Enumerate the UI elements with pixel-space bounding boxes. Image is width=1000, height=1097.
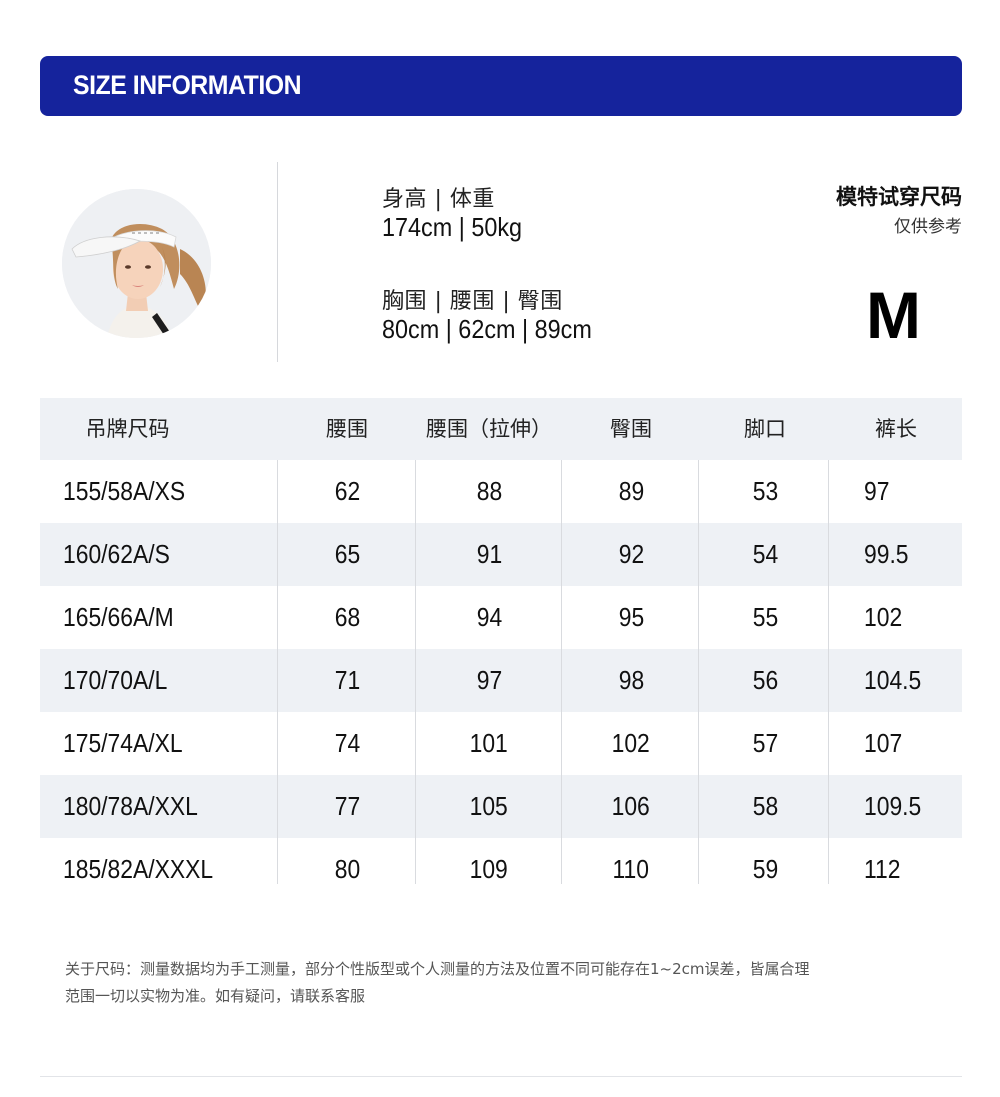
- cell-hip: 98: [618, 665, 644, 695]
- info-divider: [277, 162, 278, 362]
- cell-hip: 106: [611, 791, 651, 821]
- table-header: 吊牌尺码 腰围 腰围（拉伸） 臀围 脚口 裤长: [40, 398, 962, 460]
- cell-size: 175/74A/XL: [63, 728, 183, 758]
- cell-pants-length: 102: [864, 602, 903, 632]
- column-divider: [561, 460, 562, 884]
- cell-leg-opening: 58: [752, 791, 778, 821]
- cell-waist-stretched: 101: [469, 728, 509, 758]
- cell-pants-length: 112: [864, 854, 901, 884]
- table-row: 165/66A/M 68 94 95 55 102: [40, 586, 962, 649]
- height-weight-label: 身高 | 体重: [382, 187, 495, 212]
- cell-pants-length: 107: [864, 728, 903, 758]
- disclaimer-line-1: 关于尺码：测量数据均为手工测量，部分个性版型或个人测量的方法及位置不同可能存在1…: [65, 960, 810, 978]
- footer-divider: [40, 1076, 962, 1077]
- cell-waist-stretched: 105: [469, 791, 509, 821]
- column-divider: [828, 460, 829, 884]
- cell-hip: 102: [611, 728, 651, 758]
- cell-waist-stretched: 94: [476, 602, 502, 632]
- cell-size: 170/70A/L: [63, 665, 168, 695]
- header-hip: 臀围: [610, 417, 652, 441]
- cell-leg-opening: 55: [752, 602, 778, 632]
- cell-size: 165/66A/M: [63, 602, 174, 632]
- table-row: 160/62A/S 65 91 92 54 99.5: [40, 523, 962, 586]
- header-leg-opening: 脚口: [744, 417, 786, 441]
- cell-waist-stretched: 91: [476, 539, 502, 569]
- cell-leg-opening: 53: [752, 476, 778, 506]
- cell-waist: 77: [334, 791, 360, 821]
- cell-waist: 68: [334, 602, 360, 632]
- table-row: 175/74A/XL 74 101 102 57 107: [40, 712, 962, 775]
- column-divider: [415, 460, 416, 884]
- column-divider: [698, 460, 699, 884]
- cell-pants-length: 97: [864, 476, 890, 506]
- table-row: 170/70A/L 71 97 98 56 104.5: [40, 649, 962, 712]
- cell-leg-opening: 56: [752, 665, 778, 695]
- cell-waist: 80: [334, 854, 360, 884]
- height-weight-value: 174cm | 50kg: [382, 212, 523, 242]
- table-row: 185/82A/XXXL 80 109 110 59 112: [40, 838, 962, 901]
- cell-waist: 74: [334, 728, 360, 758]
- model-fit-title: 模特试穿尺码: [836, 185, 962, 209]
- table-row: 155/58A/XS 62 88 89 53 97: [40, 460, 962, 523]
- cell-size: 180/78A/XXL: [63, 791, 198, 821]
- cell-waist: 62: [334, 476, 360, 506]
- cell-waist-stretched: 88: [476, 476, 502, 506]
- header-waist-stretched: 腰围（拉伸）: [426, 417, 552, 441]
- cell-waist: 71: [334, 665, 360, 695]
- header-pants-length: 裤长: [875, 417, 917, 441]
- disclaimer-line-2: 范围一切以实物为准。如有疑问，请联系客服: [65, 987, 366, 1005]
- size-disclaimer: 关于尺码：测量数据均为手工测量，部分个性版型或个人测量的方法及位置不同可能存在1…: [65, 956, 965, 1010]
- cell-size: 160/62A/S: [63, 539, 170, 569]
- header-waist: 腰围: [326, 417, 368, 441]
- cell-pants-length: 99.5: [864, 539, 909, 569]
- model-fit-subtitle: 仅供参考: [894, 217, 962, 237]
- cell-size: 185/82A/XXXL: [63, 854, 214, 884]
- table-row: 180/78A/XXL 77 105 106 58 109.5: [40, 775, 962, 838]
- column-divider: [277, 460, 278, 884]
- cell-size: 155/58A/XS: [63, 476, 186, 506]
- cell-hip: 89: [618, 476, 644, 506]
- header-tag-size: 吊牌尺码: [85, 417, 170, 441]
- measurements-value: 80cm | 62cm | 89cm: [382, 314, 592, 344]
- model-fit-size: M: [866, 278, 921, 352]
- banner-title: SIZE INFORMATION: [73, 70, 302, 100]
- model-portrait-image: [62, 189, 211, 338]
- cell-waist-stretched: 109: [469, 854, 509, 884]
- cell-leg-opening: 57: [752, 728, 778, 758]
- cell-waist-stretched: 97: [476, 665, 502, 695]
- cell-hip: 95: [618, 602, 644, 632]
- cell-waist: 65: [334, 539, 360, 569]
- model-avatar: [62, 189, 211, 338]
- measurements-label: 胸围 | 腰围 | 臀围: [382, 289, 563, 314]
- size-table: 吊牌尺码 腰围 腰围（拉伸） 臀围 脚口 裤长 155/58A/XS 62 88…: [40, 398, 962, 901]
- cell-leg-opening: 59: [752, 854, 778, 884]
- cell-hip: 92: [618, 539, 644, 569]
- cell-pants-length: 109.5: [864, 791, 922, 821]
- cell-leg-opening: 54: [752, 539, 778, 569]
- cell-pants-length: 104.5: [864, 665, 922, 695]
- size-info-banner: SIZE INFORMATION: [40, 56, 962, 116]
- cell-hip: 110: [612, 854, 650, 884]
